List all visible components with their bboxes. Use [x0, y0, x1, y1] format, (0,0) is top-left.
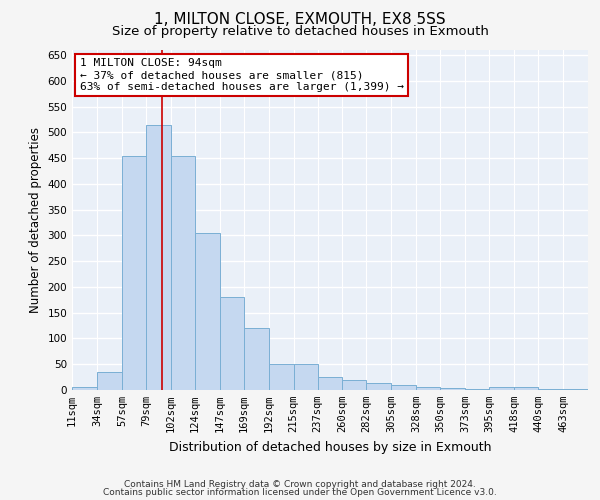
Bar — [195, 233, 220, 390]
Bar — [514, 388, 538, 390]
Bar — [122, 156, 146, 390]
Bar — [391, 385, 416, 390]
Bar — [563, 389, 588, 390]
Bar — [538, 389, 563, 390]
Text: 1, MILTON CLOSE, EXMOUTH, EX8 5SS: 1, MILTON CLOSE, EXMOUTH, EX8 5SS — [154, 12, 446, 28]
Bar — [489, 388, 514, 390]
Bar — [97, 372, 122, 390]
Bar — [244, 328, 269, 390]
Bar — [293, 364, 317, 390]
Bar — [343, 380, 367, 390]
Text: Contains public sector information licensed under the Open Government Licence v3: Contains public sector information licen… — [103, 488, 497, 497]
Bar — [146, 124, 171, 390]
Bar — [440, 388, 465, 390]
Bar — [220, 298, 244, 390]
Text: Size of property relative to detached houses in Exmouth: Size of property relative to detached ho… — [112, 25, 488, 38]
Bar — [367, 384, 391, 390]
Bar — [317, 377, 343, 390]
Y-axis label: Number of detached properties: Number of detached properties — [29, 127, 42, 313]
Bar — [269, 364, 293, 390]
Text: 1 MILTON CLOSE: 94sqm
← 37% of detached houses are smaller (815)
63% of semi-det: 1 MILTON CLOSE: 94sqm ← 37% of detached … — [80, 58, 404, 92]
Bar — [465, 389, 489, 390]
X-axis label: Distribution of detached houses by size in Exmouth: Distribution of detached houses by size … — [169, 440, 491, 454]
Text: Contains HM Land Registry data © Crown copyright and database right 2024.: Contains HM Land Registry data © Crown c… — [124, 480, 476, 489]
Bar — [171, 156, 195, 390]
Bar — [72, 388, 97, 390]
Bar — [416, 388, 440, 390]
